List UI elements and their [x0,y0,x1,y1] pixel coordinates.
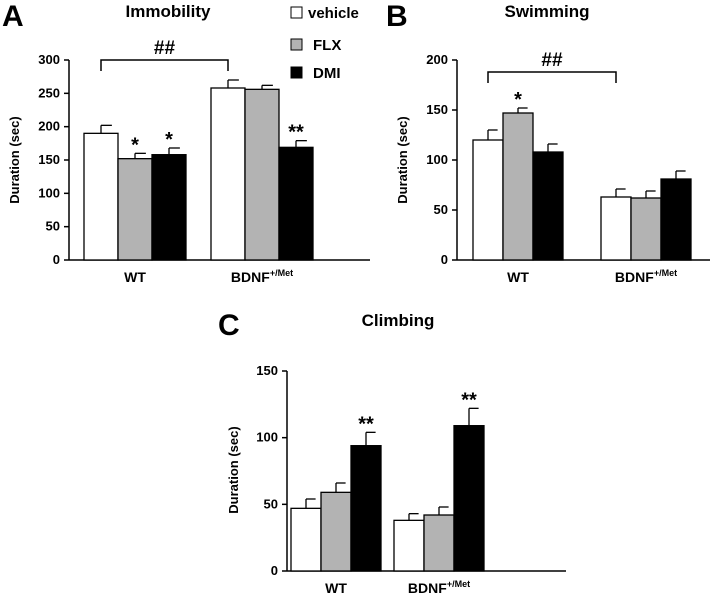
panel-c-title: Climbing [362,311,435,330]
panel-c-bar-vehicle [393,519,425,572]
panel-b-comparison-bracket [487,71,617,83]
panel-a-label: A [2,0,24,33]
panel-a-bracket-label: ## [154,38,176,59]
panel-c-ytick-label: 100 [256,430,278,445]
panel-a-ytick-label: 0 [53,252,60,267]
panel-c-bar-flx [423,514,455,572]
panel-c-bar-flx [320,491,352,572]
panel-a-ytick-label: 200 [38,119,60,134]
panel-a-ylabel: Duration (sec) [7,116,22,203]
panel-b-ytick-label: 150 [426,102,448,117]
panel-c-bar-dmi [350,445,382,572]
panel-c-category-label: BDNF+/Met [408,579,470,596]
panel-c-chart: 0 50 100 150 ** WT ** BDNF+/Met [256,363,566,596]
panel-c-ytick-label: 0 [271,563,278,578]
panel-b-category-label: BDNF+/Met [615,268,677,285]
legend: vehicle FLX DMI [290,5,359,82]
panel-a-significance-star: * [131,134,139,156]
panel-c-significance-star: ** [358,413,374,435]
panel-a-ytick-label: 150 [38,152,60,167]
panel-b-bar-vehicle [472,139,504,261]
panel-a-category-label: BDNF+/Met [231,268,293,285]
panel-b-category-label: WT [507,269,529,285]
legend-label-dmi: DMI [313,65,341,82]
panel-a-ytick-label: 250 [38,85,60,100]
legend-label-flx: FLX [313,37,341,54]
panel-b-title: Swimming [504,2,589,21]
panel-a-ytick-label: 100 [38,185,60,200]
panel-a-bar-dmi [278,146,314,261]
legend-swatch-dmi [290,66,303,79]
panel-a-significance-star: ** [288,122,304,144]
legend-swatch-flx [290,38,303,51]
panel-a-comparison-bracket [100,59,229,71]
panel-a-bar-dmi [151,154,187,261]
panel-c-ylabel: Duration (sec) [226,426,241,513]
panel-a-bar-vehicle [83,132,119,261]
panel-a-category-label: WT [124,269,146,285]
panel-c-ytick-label: 150 [256,363,278,378]
panel-b-bar-dmi [532,151,564,261]
panel-b-label: B [386,0,408,33]
panel-b-ytick-label: 50 [434,202,448,217]
panel-b-ytick-label: 200 [426,52,448,67]
panel-b-bar-flx [502,112,534,261]
panel-a-ytick-label: 50 [46,219,60,234]
panel-b-bar-flx [630,197,662,261]
panel-a-significance-star: * [165,129,173,151]
legend-label-vehicle: vehicle [308,5,359,22]
panel-b-ytick-label: 100 [426,152,448,167]
panel-b-significance-star: * [514,89,522,111]
panel-c-significance-star: ** [461,389,477,411]
panel-a-title: Immobility [125,2,211,21]
panel-c-category-label: WT [325,580,347,596]
panel-c-bar-vehicle [290,507,322,572]
panel-a-bar-flx [244,88,280,261]
panel-b-bar-dmi [660,178,692,261]
panel-b-bracket-label: ## [541,50,563,71]
panel-c-bar-dmi [453,425,485,572]
panel-c-ytick-label: 50 [264,496,278,511]
panel-c-label: C [218,309,240,342]
panel-a-ytick-label: 300 [38,52,60,67]
legend-swatch-vehicle [290,6,303,19]
panel-b-chart: 0 50 100 150 200 * WT BDNF+/Met ## [426,50,710,285]
panel-a-bar-flx [117,158,153,261]
panel-a-bar-vehicle [210,87,246,261]
panel-b-bar-vehicle [600,196,632,261]
panel-b-ytick-label: 0 [441,252,448,267]
panel-b-ylabel: Duration (sec) [395,116,410,203]
